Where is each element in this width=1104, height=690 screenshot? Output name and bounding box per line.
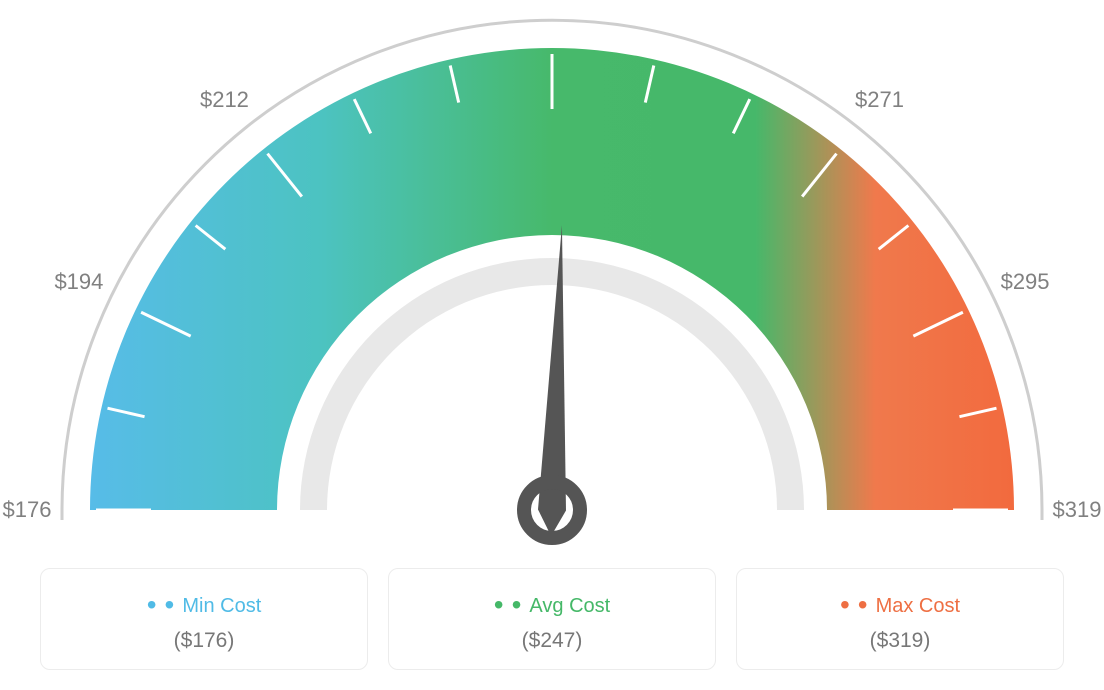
legend-row: •Min Cost ($176) •Avg Cost ($247) •Max C… [40, 568, 1064, 670]
legend-value-min: ($176) [51, 629, 357, 653]
legend-card-min: •Min Cost ($176) [40, 568, 368, 670]
legend-value-avg: ($247) [399, 629, 705, 653]
legend-title-avg: •Avg Cost [399, 587, 705, 619]
gauge-tick-label: $319 [1053, 497, 1102, 523]
legend-title-min: •Min Cost [51, 587, 357, 619]
legend-title-max: •Max Cost [747, 587, 1053, 619]
legend-card-max: •Max Cost ($319) [736, 568, 1064, 670]
gauge-tick-label: $295 [1001, 269, 1050, 295]
gauge-tick-label: $176 [3, 497, 52, 523]
legend-card-avg: •Avg Cost ($247) [388, 568, 716, 670]
gauge-svg [0, 0, 1104, 560]
cost-gauge-chart: $176$194$212$247$271$295$319 [0, 0, 1104, 560]
gauge-tick-label: $212 [200, 87, 249, 113]
legend-value-max: ($319) [747, 629, 1053, 653]
gauge-tick-label: $194 [54, 269, 103, 295]
gauge-tick-label: $271 [855, 87, 904, 113]
